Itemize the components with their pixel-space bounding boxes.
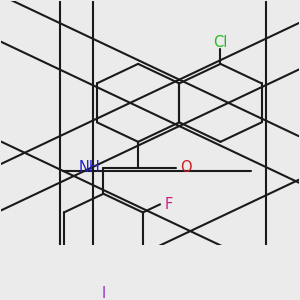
Text: I: I <box>101 286 106 300</box>
Text: O: O <box>180 160 191 175</box>
Text: NH: NH <box>79 160 101 175</box>
Text: Cl: Cl <box>213 35 228 50</box>
Text: F: F <box>165 197 173 212</box>
